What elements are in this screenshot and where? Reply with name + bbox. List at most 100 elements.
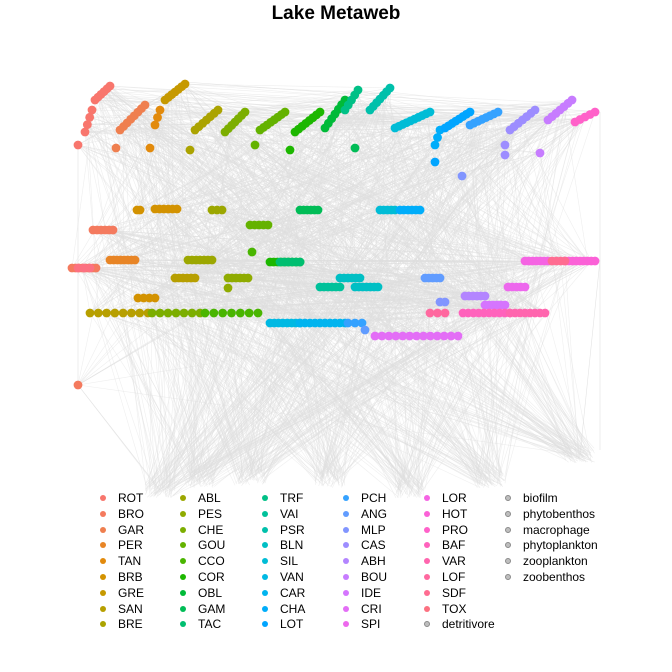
- trophic-link: [92, 229, 106, 269]
- node-cco: [200, 308, 210, 318]
- node-che: [171, 308, 181, 318]
- trophic-link: [122, 312, 324, 485]
- node-per: [130, 255, 140, 265]
- trophic-link: [251, 301, 441, 475]
- trophic-link: [235, 277, 573, 459]
- trophic-link: [234, 121, 586, 459]
- trophic-link: [395, 295, 466, 493]
- trophic-link: [425, 113, 495, 477]
- trophic-link: [136, 209, 324, 483]
- trophic-link: [154, 208, 337, 480]
- trophic-link: [277, 116, 557, 262]
- node-pch: [493, 107, 503, 117]
- node-che: [147, 308, 157, 318]
- trophic-link: [141, 108, 321, 476]
- node-bln: [355, 273, 365, 283]
- trophic-link: [504, 116, 553, 314]
- node-abl: [217, 205, 227, 215]
- trophic-link: [199, 122, 475, 479]
- trophic-link: [123, 126, 423, 490]
- trophic-link: [579, 259, 601, 456]
- node-tan: [145, 143, 155, 153]
- trophic-link: [403, 209, 589, 458]
- trophic-link: [168, 97, 546, 314]
- trophic-link: [159, 312, 571, 457]
- trophic-link: [468, 109, 561, 297]
- trophic-link: [151, 312, 263, 474]
- trophic-link: [485, 117, 494, 476]
- node-cco: [209, 308, 219, 318]
- trophic-link: [141, 108, 243, 475]
- trophic-link: [415, 260, 566, 486]
- node-cco: [227, 308, 236, 318]
- trophic-link: [342, 209, 392, 474]
- trophic-link: [155, 312, 206, 496]
- node-cri: [419, 331, 428, 341]
- trophic-link: [159, 208, 424, 488]
- trophic-link: [154, 104, 342, 489]
- trophic-link: [100, 89, 179, 95]
- node-pch: [343, 318, 353, 328]
- node-cco: [253, 308, 263, 318]
- trophic-link: [249, 224, 269, 476]
- trophic-link: [134, 115, 494, 486]
- trophic-link: [97, 97, 241, 483]
- trophic-link: [518, 123, 592, 262]
- trophic-link: [261, 129, 511, 483]
- node-san: [127, 308, 136, 318]
- node-tan: [153, 113, 162, 122]
- trophic-link: [394, 209, 489, 473]
- node-bre: [213, 105, 223, 115]
- trophic-link: [310, 109, 371, 211]
- trophic-link: [245, 131, 296, 471]
- trophic-link: [488, 312, 571, 454]
- trophic-link: [184, 83, 569, 104]
- trophic-link: [151, 312, 168, 484]
- node-rot: [105, 81, 115, 91]
- trophic-link: [109, 85, 352, 101]
- trophic-link: [100, 94, 339, 110]
- node-san: [190, 273, 200, 283]
- trophic-link: [469, 103, 569, 113]
- trophic-link: [161, 120, 310, 487]
- node-cas: [500, 140, 510, 150]
- trophic-link: [139, 209, 578, 462]
- node-pch: [357, 318, 367, 328]
- trophic-link: [217, 109, 335, 480]
- trophic-link: [184, 83, 244, 475]
- trophic-link: [344, 109, 489, 487]
- trophic-link: [151, 131, 226, 314]
- trophic-link: [509, 312, 590, 459]
- trophic-link: [159, 89, 359, 111]
- trophic-link: [89, 312, 195, 475]
- trophic-link: [187, 259, 239, 471]
- trophic-link: [97, 97, 196, 279]
- trophic-link: [174, 91, 339, 110]
- node-lof: [425, 308, 435, 318]
- trophic-link: [243, 277, 482, 476]
- trophic-link: [203, 259, 343, 479]
- trophic-link: [77, 267, 330, 487]
- trophic-link: [328, 123, 406, 485]
- trophic-link: [247, 117, 487, 279]
- trophic-link: [165, 277, 357, 498]
- trophic-link: [75, 267, 199, 478]
- trophic-link: [231, 312, 572, 450]
- node-che: [187, 308, 197, 318]
- trophic-link: [84, 131, 94, 231]
- trophic-link: [172, 175, 463, 210]
- trophic-link: [481, 119, 588, 262]
- node-lot: [430, 157, 440, 167]
- trophic-link: [153, 113, 557, 497]
- node-cri: [370, 331, 380, 341]
- trophic-link: [139, 312, 214, 475]
- trophic-link: [120, 259, 187, 486]
- node-vai: [335, 282, 345, 292]
- node-gou: [280, 107, 290, 117]
- trophic-link: [89, 267, 193, 478]
- trophic-link: [305, 123, 595, 449]
- trophic-link: [126, 122, 489, 480]
- trophic-link: [157, 117, 422, 495]
- node-gou: [263, 220, 273, 230]
